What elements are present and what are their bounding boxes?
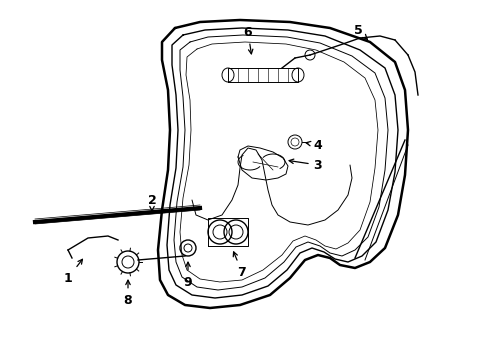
Text: 6: 6 [243, 26, 252, 54]
Text: 3: 3 [288, 158, 322, 171]
Text: 5: 5 [353, 23, 366, 39]
Text: 8: 8 [123, 280, 132, 306]
Text: 4: 4 [305, 139, 322, 152]
Text: 7: 7 [233, 252, 246, 279]
Text: 9: 9 [183, 262, 192, 288]
Text: 1: 1 [63, 259, 82, 284]
Text: 2: 2 [147, 194, 156, 212]
